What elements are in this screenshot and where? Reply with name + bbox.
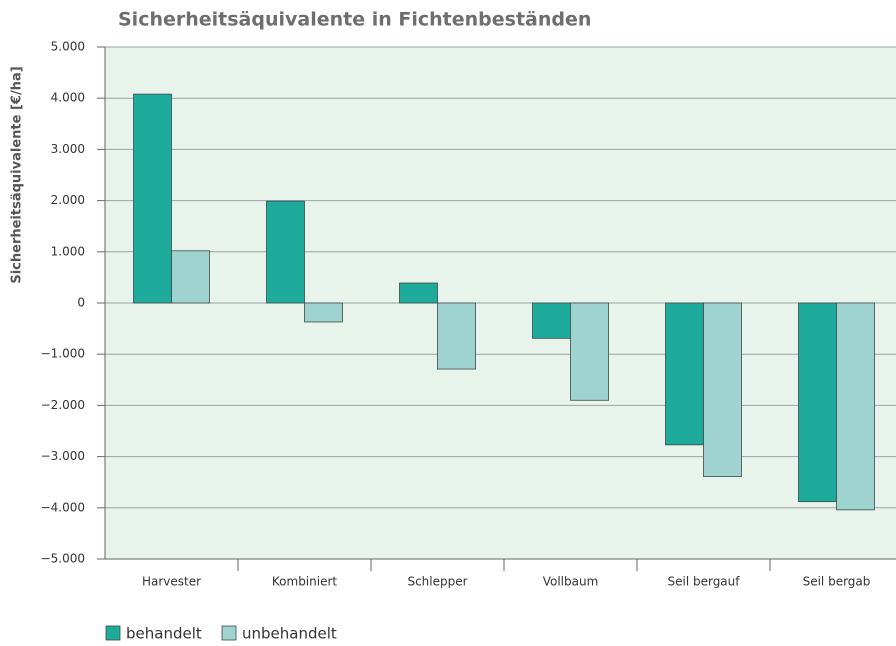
bar	[437, 302, 476, 370]
legend-label: behandelt	[126, 625, 202, 643]
x-tick-label: Harvester	[142, 575, 201, 589]
y-axis-label: Sicherheitsäquivalente [€/ha]	[10, 66, 25, 283]
y-tick-label: 4.000	[51, 91, 85, 105]
bar	[304, 302, 343, 323]
y-tick-label: 2.000	[51, 193, 85, 207]
x-tick-label: Seil bergab	[803, 575, 871, 589]
legend-swatch	[221, 625, 237, 641]
bar	[133, 93, 172, 304]
y-tick-label: −2.000	[41, 398, 85, 412]
bar	[836, 302, 875, 511]
x-tick-label: Schlepper	[407, 575, 467, 589]
y-tick-label: −3.000	[41, 449, 85, 463]
y-tick-label: −4.000	[41, 500, 85, 514]
x-tick-label: Vollbaum	[543, 575, 599, 589]
y-tick-label: 5.000	[51, 40, 85, 54]
bar	[266, 200, 305, 304]
y-tick-label: −5.000	[41, 552, 85, 566]
bar	[665, 302, 704, 446]
y-tick-label: −1.000	[41, 347, 85, 361]
bar	[171, 250, 210, 304]
chart-title: Sicherheitsäquivalente in Fichtenbeständ…	[118, 9, 591, 31]
legend-swatch	[105, 625, 121, 641]
bar	[570, 302, 609, 401]
y-tick-label: 1.000	[51, 244, 85, 258]
bar	[532, 302, 571, 339]
bar	[798, 302, 837, 503]
bar	[703, 302, 742, 477]
x-tick-label: Kombiniert	[272, 575, 338, 589]
bar	[399, 282, 438, 304]
legend-label: unbehandelt	[242, 625, 337, 643]
x-tick-label: Seil bergauf	[667, 575, 740, 589]
y-tick-label: 3.000	[51, 142, 85, 156]
y-tick-label: 0	[77, 296, 85, 310]
